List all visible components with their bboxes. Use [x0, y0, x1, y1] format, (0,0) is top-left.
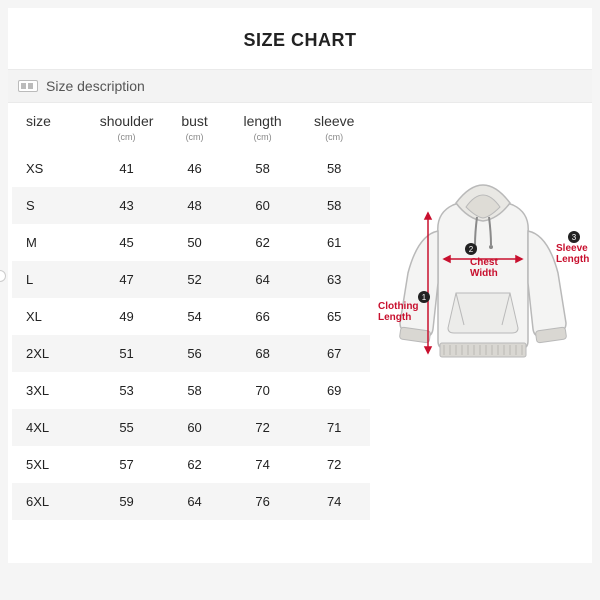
unit-bust: (cm) [162, 131, 226, 150]
cell-size: 2XL [12, 335, 91, 372]
cell-sleeve: 65 [298, 298, 370, 335]
cell-shoulder: 41 [91, 150, 163, 187]
label-chest: Chest Width [470, 257, 498, 279]
cell-size: 6XL [12, 483, 91, 520]
cell-sleeve: 71 [298, 409, 370, 446]
hoodie-diagram: 1 2 3 Chest Width Sleeve Length Clothing… [378, 173, 588, 533]
col-shoulder: shoulder [91, 103, 163, 131]
size-table: size shoulder bust length sleeve (cm) (c… [12, 103, 370, 520]
cell-size: S [12, 187, 91, 224]
table-row: 2XL51566867 [12, 335, 370, 372]
unit-length: (cm) [227, 131, 299, 150]
cell-bust: 54 [162, 298, 226, 335]
size-chart-card: SIZE CHART Size description size shoulde… [8, 8, 592, 563]
table-row: 4XL55607271 [12, 409, 370, 446]
bullet-2: 2 [465, 243, 477, 255]
cell-length: 76 [227, 483, 299, 520]
cell-length: 62 [227, 224, 299, 261]
cell-sleeve: 74 [298, 483, 370, 520]
cell-shoulder: 49 [91, 298, 163, 335]
subhead-label: Size description [46, 78, 145, 94]
cell-size: 5XL [12, 446, 91, 483]
cell-bust: 48 [162, 187, 226, 224]
unit-size [12, 131, 91, 150]
cell-length: 68 [227, 335, 299, 372]
cell-size: L [12, 261, 91, 298]
col-sleeve: sleeve [298, 103, 370, 131]
page-title: SIZE CHART [244, 30, 357, 50]
bullet-3: 3 [568, 231, 580, 243]
table-row: 3XL53587069 [12, 372, 370, 409]
cell-bust: 46 [162, 150, 226, 187]
unit-sleeve: (cm) [298, 131, 370, 150]
cell-size: XL [12, 298, 91, 335]
cell-bust: 62 [162, 446, 226, 483]
cell-shoulder: 53 [91, 372, 163, 409]
unit-shoulder: (cm) [91, 131, 163, 150]
table-row: XS41465858 [12, 150, 370, 187]
cell-length: 74 [227, 446, 299, 483]
label-sleeve: Sleeve Length [556, 243, 589, 265]
table-row: L47526463 [12, 261, 370, 298]
cell-sleeve: 72 [298, 446, 370, 483]
cell-bust: 60 [162, 409, 226, 446]
cell-shoulder: 47 [91, 261, 163, 298]
col-size: size [12, 103, 91, 131]
cell-bust: 64 [162, 483, 226, 520]
table-row: S43486058 [12, 187, 370, 224]
cell-length: 72 [227, 409, 299, 446]
cell-sleeve: 61 [298, 224, 370, 261]
cell-shoulder: 59 [91, 483, 163, 520]
cell-length: 70 [227, 372, 299, 409]
cell-size: 4XL [12, 409, 91, 446]
table-row: 5XL57627472 [12, 446, 370, 483]
label-length: Clothing Length [378, 301, 419, 323]
cell-shoulder: 57 [91, 446, 163, 483]
col-length: length [227, 103, 299, 131]
bullet-1: 1 [418, 291, 430, 303]
cell-sleeve: 58 [298, 150, 370, 187]
cell-shoulder: 55 [91, 409, 163, 446]
col-bust: bust [162, 103, 226, 131]
hoodie-svg [378, 173, 588, 413]
cell-length: 66 [227, 298, 299, 335]
cell-size: M [12, 224, 91, 261]
cell-sleeve: 63 [298, 261, 370, 298]
cell-length: 60 [227, 187, 299, 224]
cell-size: 3XL [12, 372, 91, 409]
cell-bust: 50 [162, 224, 226, 261]
cell-bust: 58 [162, 372, 226, 409]
cell-length: 58 [227, 150, 299, 187]
cell-sleeve: 67 [298, 335, 370, 372]
cell-shoulder: 43 [91, 187, 163, 224]
table-row: 6XL59647674 [12, 483, 370, 520]
cell-bust: 52 [162, 261, 226, 298]
cell-sleeve: 69 [298, 372, 370, 409]
cell-size: XS [12, 150, 91, 187]
cell-sleeve: 58 [298, 187, 370, 224]
table-row: M45506261 [12, 224, 370, 261]
table-head: size shoulder bust length sleeve (cm) (c… [12, 103, 370, 150]
cell-shoulder: 45 [91, 224, 163, 261]
table-row: XL49546665 [12, 298, 370, 335]
nav-prev-icon[interactable] [0, 270, 6, 282]
cell-length: 64 [227, 261, 299, 298]
cell-bust: 56 [162, 335, 226, 372]
title-area: SIZE CHART [8, 8, 592, 69]
ruler-icon [18, 80, 38, 92]
cell-shoulder: 51 [91, 335, 163, 372]
subhead-bar: Size description [8, 69, 592, 103]
table-body: XS41465858S43486058M45506261L47526463XL4… [12, 150, 370, 520]
